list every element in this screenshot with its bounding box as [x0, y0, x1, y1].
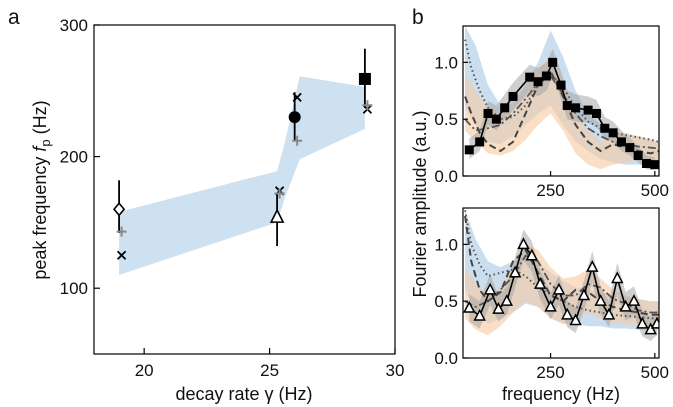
panel-b-point-triangle: [586, 259, 599, 272]
panel-a-point-plus: [116, 226, 127, 237]
panel-b-point-triangle: [517, 237, 530, 250]
panel-b-point-square: [633, 151, 643, 161]
panel-label-a: a: [8, 6, 20, 29]
panel-b-point-square: [525, 72, 535, 82]
panel-a-confidence-band: [119, 76, 365, 275]
panel-b-point-triangle: [500, 294, 514, 306]
panel-b-point-square: [562, 101, 572, 111]
panel-a-point-plus: [292, 135, 303, 146]
panel-b-point-square: [541, 71, 551, 81]
panel-b-ylabel: Fourier amplitude (a.u.): [410, 110, 430, 297]
panel-a-ytick-label: 100: [60, 279, 88, 298]
panel-b-point-triangle: [611, 271, 624, 284]
panel-b-ytick-label: 0.5: [434, 110, 458, 129]
panel-b-point-triangle: [533, 277, 547, 289]
panel-b-ytick-label: 0.0: [434, 167, 458, 186]
panel-b-point-triangle: [552, 282, 566, 295]
panel-a-ticks: 20 25 30 100 200 300: [60, 16, 405, 380]
panel-a-xtick-label: 30: [386, 361, 405, 380]
panel-b-top-ticks: 250 500 0.0 0.5 1.0: [434, 53, 669, 200]
panel-b-point-triangle: [627, 294, 641, 306]
panel-a-ylabel-main: peak frequency: [30, 152, 50, 280]
panel-b-xlabel: frequency (Hz): [502, 384, 620, 404]
panel-b-point-triangle: [577, 288, 591, 301]
panel-b-point-triangle: [644, 322, 657, 335]
panel-b-point-square: [464, 145, 474, 155]
panel-a-ytick-label: 200: [60, 148, 88, 167]
panel-b-bottom-frame: [462, 207, 660, 359]
panel-b-point-triangle: [636, 316, 649, 329]
panel-b-point-triangle: [569, 313, 582, 326]
panel-a-ylabel-subscript: p: [38, 139, 53, 146]
panel-b-point-triangle: [483, 282, 497, 295]
panel-b-ytick-label: 1.0: [434, 235, 458, 254]
panel-b-point-square: [556, 80, 566, 90]
panel-a-xlabel: decay rate γ (Hz): [175, 384, 312, 404]
panel-label-b: b: [412, 6, 424, 29]
panel-b-point-square: [591, 109, 601, 118]
panel-b-point-square: [500, 103, 510, 113]
panel-b-bottom-ticks: 250 500 0.0 0.5 1.0: [434, 235, 669, 382]
panel-b-point-triangle: [473, 308, 486, 321]
panel-b-point-square: [616, 137, 626, 147]
panel-b-point-triangle: [619, 299, 632, 312]
panel-b-point-square: [483, 109, 493, 118]
panel-a-ylabel: peak frequency fp (Hz): [30, 100, 53, 279]
panel-b-point-triangle: [463, 300, 476, 313]
panel-a-point-square: [358, 72, 371, 85]
panel-b-bottom-plot-area: [463, 210, 659, 341]
panel-a-point-plus: [274, 188, 285, 199]
panel-b-point-triangle: [508, 265, 522, 278]
panel-b-xtick-label: 500: [641, 181, 669, 200]
panel-b-point-square: [641, 159, 651, 168]
panel-b-point-square: [533, 77, 543, 87]
panel-a-point-triangle: [269, 208, 285, 223]
panel-a-xtick-label: 25: [260, 361, 279, 380]
panel-b-point-square: [583, 105, 593, 115]
panel-b-top-frame: [462, 25, 660, 177]
panel-b-point-triangle: [492, 302, 505, 314]
panel-a-frame: [93, 24, 396, 355]
panel-b-ytick-label: 0.0: [434, 349, 458, 368]
panel-b-ytick-label: 1.0: [434, 53, 458, 72]
panel-b-point-triangle: [602, 307, 616, 320]
panel-a-point-circle: [288, 111, 301, 124]
panel-b-top-plot-area: [464, 26, 659, 171]
panel-a-point-plus: [362, 100, 373, 111]
panel-b-point-square: [508, 91, 518, 101]
panel-a-ytick-label: 300: [60, 16, 88, 35]
panel-b-point-triangle: [525, 248, 539, 261]
panel-a-xtick-label: 20: [135, 361, 154, 380]
panel-b-point-square: [600, 123, 610, 133]
panel-b-xtick-label: 250: [536, 181, 564, 200]
panel-b-point-triangle: [561, 307, 574, 320]
panel-b-point-triangle: [594, 294, 607, 306]
panel-b-point-square: [608, 128, 618, 138]
panel-b-point-square: [548, 57, 558, 67]
panel-b-point-square: [491, 114, 501, 124]
panel-b-point-square: [571, 103, 581, 113]
panel-b-point-square: [625, 143, 635, 153]
panel-a-plot-area: [113, 48, 373, 275]
panel-b-point-square: [475, 137, 485, 147]
panel-a-ylabel-unit: (Hz): [30, 100, 50, 139]
panel-b-point-square: [650, 160, 659, 170]
panel-b-point-triangle: [650, 316, 659, 329]
panel-b-ytick-label: 0.5: [434, 292, 458, 311]
panel-b-dashdot-line: [464, 254, 659, 314]
panel-b-dashed-line: [464, 215, 659, 316]
panel-a-point-cross: [292, 92, 302, 103]
panel-b-xtick-label: 250: [536, 363, 564, 382]
panel-b-point-triangle: [544, 299, 557, 312]
panel-b-xtick-label: 500: [641, 363, 669, 382]
panel-a-point-cross: [116, 250, 127, 260]
panel-a-point-diamond: [113, 201, 126, 217]
panel-a-ylabel-symbol: f: [30, 145, 50, 152]
